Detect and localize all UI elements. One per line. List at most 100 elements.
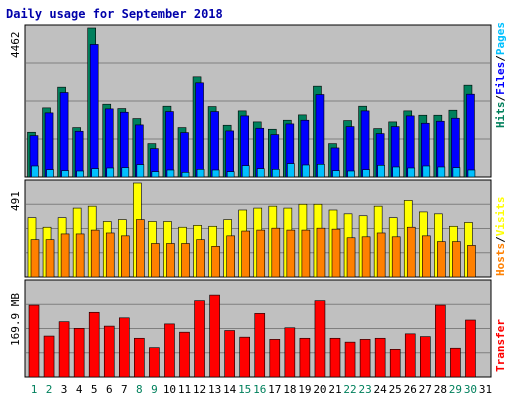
chart-bars: [27, 27, 476, 378]
day-label: 21: [328, 383, 341, 396]
files-bar: [345, 126, 355, 178]
hosts-bar: [406, 226, 416, 278]
files-bar: [104, 108, 114, 178]
mid-max-label: 491: [9, 191, 22, 211]
day-label: 17: [268, 383, 281, 396]
pages-bar: [61, 170, 69, 178]
pages-bar: [196, 169, 205, 178]
pages-bar: [437, 166, 446, 178]
transfer-bar: [239, 336, 250, 378]
transfer-bar: [450, 347, 461, 378]
hosts-bar: [75, 233, 85, 278]
day-label: 16: [253, 383, 266, 396]
transfer-bar: [269, 339, 281, 378]
transfer-bar: [58, 321, 70, 378]
hosts-bar: [256, 229, 266, 278]
hosts-bar: [166, 243, 175, 278]
pages-bar: [241, 165, 250, 178]
pages-bar: [302, 164, 310, 178]
day-label: 2: [46, 383, 53, 396]
pages-bar: [136, 164, 145, 178]
transfer-bar: [209, 294, 220, 378]
pages-bar: [452, 167, 461, 178]
pages-bar: [467, 169, 476, 178]
transfer-bar: [164, 323, 175, 378]
legend-files: Files: [494, 62, 507, 95]
files-bar: [59, 92, 69, 178]
pages-bar: [377, 165, 385, 178]
files-bar: [120, 111, 129, 178]
pages-bar: [181, 172, 190, 178]
pages-bar: [76, 170, 84, 178]
pages-bar: [332, 170, 340, 178]
files-bar: [360, 110, 370, 178]
day-axis-labels: 1 2 3 4 5 6 7 8 9 10 11 12 13 14 15 16 17 18 19 20 21 22 23 24 2…: [31, 383, 492, 396]
transfer-bar: [359, 339, 371, 378]
page-title: Daily usage for September 2018: [6, 7, 223, 21]
day-label: 4: [76, 383, 83, 396]
pages-bar: [121, 167, 130, 178]
hosts-bar: [421, 235, 431, 278]
pages-bar: [422, 165, 431, 178]
day-label: 6: [106, 383, 113, 396]
day-label: 7: [121, 383, 128, 396]
pages-bar: [166, 169, 175, 178]
pages-bar: [46, 169, 54, 178]
pages-bar: [151, 171, 160, 178]
day-label: 27: [419, 383, 432, 396]
transfer-bar: [389, 349, 401, 378]
hosts-bar: [241, 230, 250, 278]
day-label: 25: [389, 383, 402, 396]
hosts-bar: [286, 229, 296, 278]
hosts-bar: [136, 219, 145, 278]
transfer-bar: [43, 335, 55, 378]
legend-visits: Visits: [494, 197, 507, 237]
hosts-bar: [452, 241, 461, 278]
transfer-bar: [404, 333, 416, 378]
transfer-bar: [224, 330, 235, 378]
pages-bar: [31, 165, 39, 178]
pages-bar: [287, 163, 295, 178]
transfer-bar: [88, 311, 100, 378]
hosts-bar: [90, 229, 100, 278]
day-label: 24: [374, 383, 388, 396]
pages-bar: [106, 167, 115, 178]
transfer-bar: [254, 313, 266, 378]
hosts-bar: [331, 228, 341, 278]
transfer-bar: [374, 337, 386, 378]
pages-bar: [91, 168, 99, 178]
files-bar: [165, 111, 174, 178]
hosts-bar: [361, 236, 371, 278]
day-label: 29: [449, 383, 462, 396]
hosts-bar: [121, 235, 130, 278]
pages-bar: [392, 166, 401, 178]
right-legend-hits-files-pages: Hits/Files/Pages: [494, 22, 507, 128]
day-label: 31: [479, 383, 492, 396]
hosts-bar: [391, 236, 401, 278]
legend-pages: Pages: [494, 22, 507, 55]
day-label: 23: [358, 383, 371, 396]
day-label: 5: [91, 383, 98, 396]
files-bar: [74, 130, 84, 178]
files-bar: [44, 112, 54, 178]
day-label: 11: [178, 383, 191, 396]
transfer-bar: [149, 347, 160, 378]
day-label: 22: [343, 383, 356, 396]
hosts-bar: [151, 243, 160, 278]
transfer-bar: [284, 327, 296, 378]
transfer-bar: [329, 337, 341, 378]
transfer-bar: [419, 336, 431, 378]
day-label: 8: [136, 383, 143, 396]
transfer-bar: [179, 331, 190, 378]
hosts-bar: [301, 229, 311, 278]
hosts-bar: [376, 232, 386, 278]
day-label: 13: [208, 383, 221, 396]
hosts-bar: [211, 246, 220, 278]
day-label: 10: [163, 383, 176, 396]
pages-bar: [317, 164, 325, 178]
hosts-bar: [181, 243, 190, 278]
hosts-bar: [105, 232, 115, 278]
day-label: 9: [151, 383, 158, 396]
files-bar: [180, 132, 189, 178]
